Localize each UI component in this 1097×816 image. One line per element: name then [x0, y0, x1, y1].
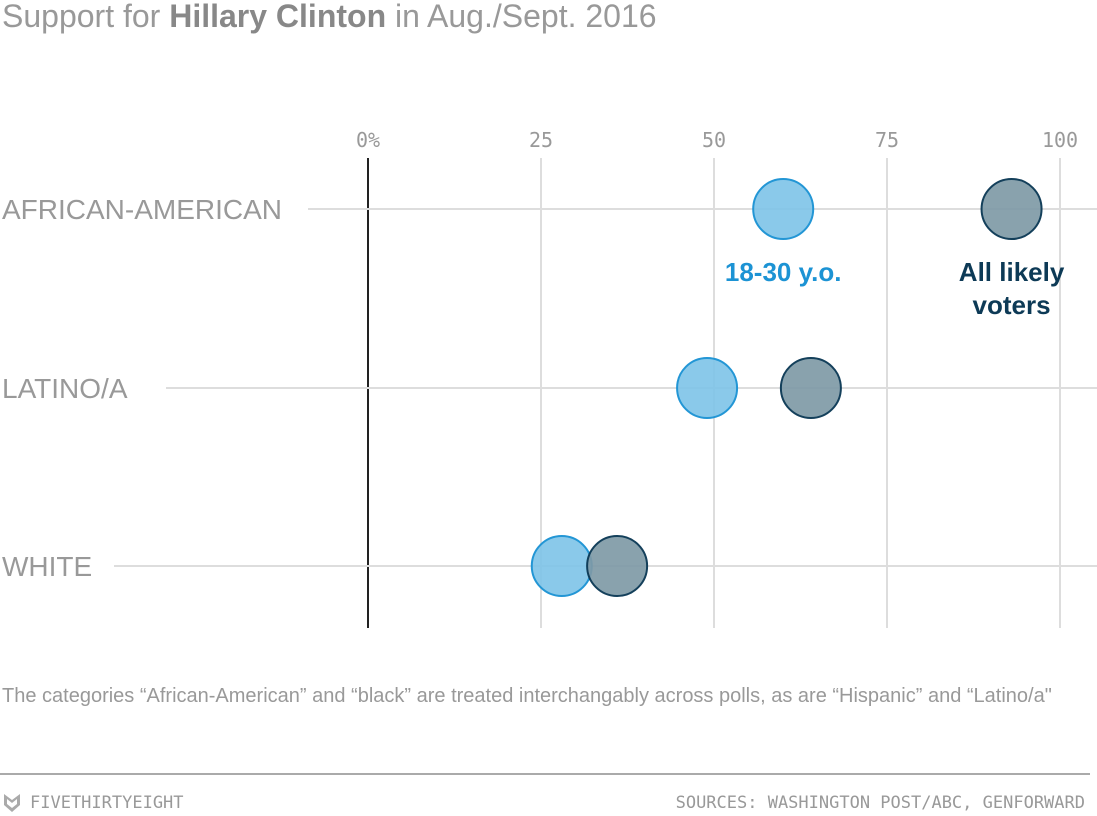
data-point-all — [779, 357, 842, 419]
series-label-young: 18-30 y.o. — [725, 257, 842, 287]
series-label-all: voters — [973, 290, 1051, 320]
x-tick-label: 75 — [875, 128, 899, 152]
fox-icon — [4, 794, 20, 812]
x-tick-label: 25 — [529, 128, 553, 152]
x-tick-label: 100 — [1042, 128, 1078, 152]
divider — [0, 773, 1090, 775]
category-label: WHITE — [2, 551, 92, 582]
sources: SOURCES: WASHINGTON POST/ABC, GENFORWARD — [675, 793, 1085, 813]
data-point-all — [980, 178, 1043, 240]
brand-logo: FIVETHIRTYEIGHT — [2, 792, 184, 814]
chart-title: Support for Hillary Clinton in Aug./Sept… — [2, 0, 657, 35]
data-point-all — [586, 535, 649, 597]
footnote: The categories “African-American” and “b… — [2, 685, 1052, 707]
dot-chart: 0% 25 50 75 100 AFRICAN-AMERICAN LATINO/A WHITE… — [2, 128, 1097, 628]
title-suffix: in Aug./Sept. 2016 — [386, 0, 657, 34]
series-label-all: All likely — [959, 257, 1065, 287]
title-prefix: Support for — [2, 0, 170, 34]
category-label: LATINO/A — [2, 373, 128, 404]
brand-name: FIVETHIRTYEIGHT — [30, 793, 184, 813]
data-point-young — [752, 178, 815, 240]
x-tick-label: 0% — [356, 128, 380, 152]
data-point-young — [676, 357, 739, 419]
data-point-young — [530, 535, 593, 597]
title-bold: Hillary Clinton — [169, 0, 387, 34]
category-label: AFRICAN-AMERICAN — [2, 194, 282, 225]
x-tick-label: 50 — [702, 128, 726, 152]
